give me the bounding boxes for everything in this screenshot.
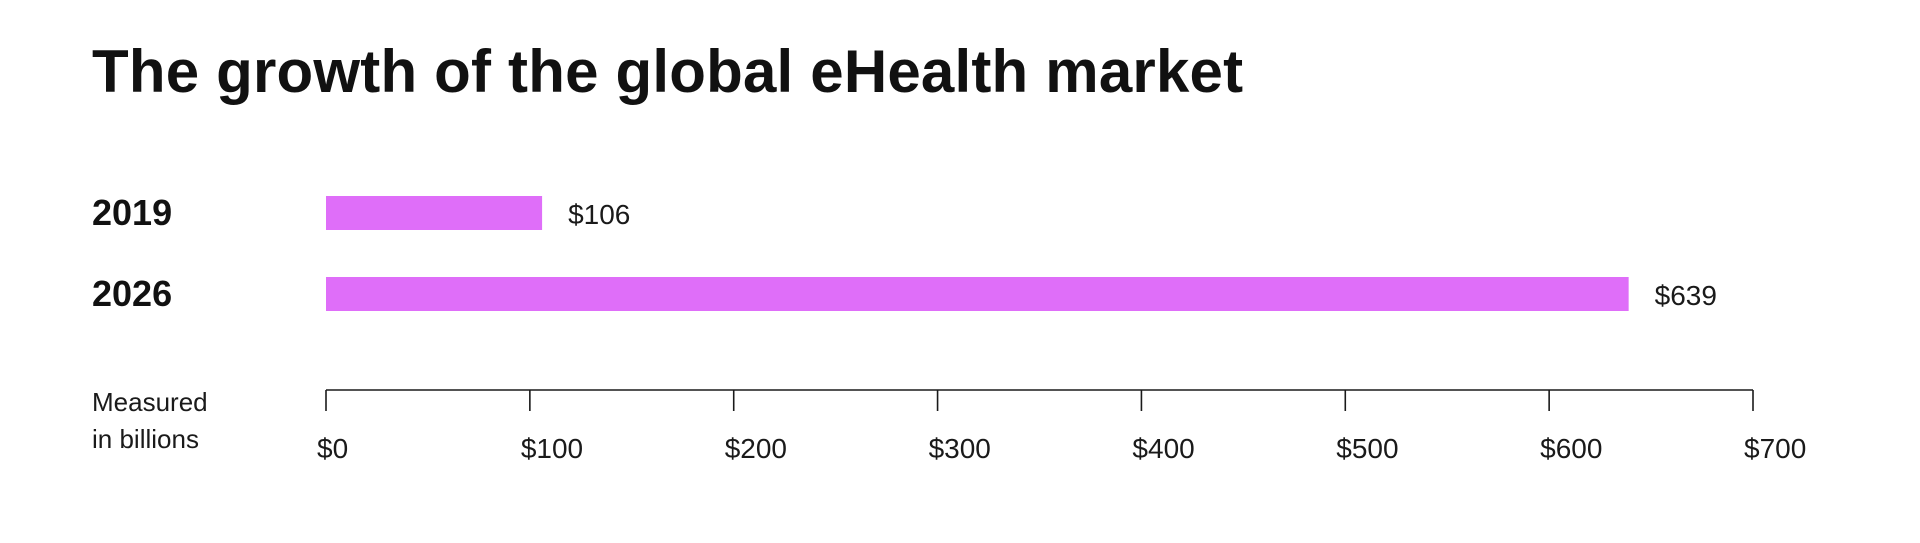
x-tick-label-100: $100 — [521, 433, 583, 464]
value-label-2026: $639 — [1655, 280, 1717, 311]
x-axis-label-line-2: in billions — [92, 424, 199, 454]
bar-2019 — [326, 196, 543, 230]
x-tick-label-0: $0 — [317, 433, 348, 464]
x-tick-label-300: $300 — [929, 433, 991, 464]
category-label-2026: 2026 — [92, 273, 172, 314]
x-axis-label: Measured in billions — [92, 384, 208, 458]
x-axis-label-line-1: Measured — [92, 387, 208, 417]
category-label-2019: 2019 — [92, 192, 172, 233]
x-tick-label-500: $500 — [1336, 433, 1398, 464]
x-tick-label-700: $700 — [1744, 433, 1806, 464]
value-label-2019: $106 — [568, 199, 630, 230]
x-tick-label-400: $400 — [1132, 433, 1194, 464]
bar-2026 — [326, 277, 1629, 311]
chart-title: The growth of the global eHealth market — [92, 38, 1244, 105]
x-tick-label-200: $200 — [725, 433, 787, 464]
x-tick-label-600: $600 — [1540, 433, 1602, 464]
